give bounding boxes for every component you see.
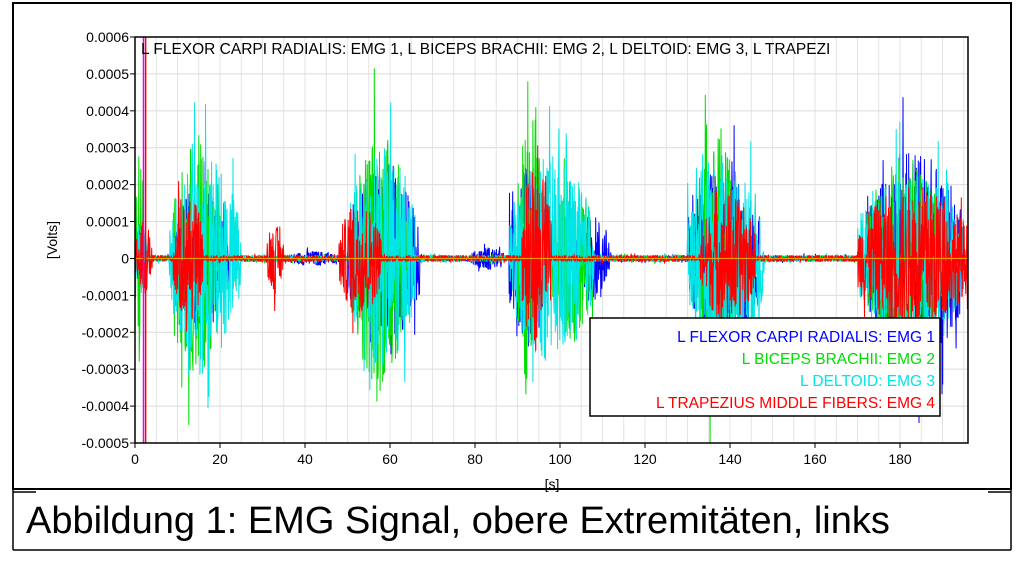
x-axis-label: [s] (545, 476, 560, 492)
y-axis-ticks: 0.0006 0.0005 0.0004 0.0003 0.0002 0.0001 0 -0.… (82, 29, 135, 451)
y-tick-label: 0 (121, 250, 129, 266)
x-tick-label: 80 (467, 451, 483, 467)
x-tick-label: 60 (382, 451, 398, 467)
y-tick-label: -0.0002 (82, 324, 130, 340)
chart-title: L FLEXOR CARPI RADIALIS: EMG 1, L BICEPS… (141, 41, 830, 58)
y-tick-label: 0.0002 (86, 177, 129, 193)
series-line-emg4 (134, 145, 969, 365)
x-tick-label: 160 (803, 451, 827, 467)
y-tick-label: 0.0006 (86, 29, 129, 45)
x-tick-label: 0 (131, 451, 139, 467)
y-axis-label: [Volts] (44, 221, 60, 259)
y-tick-label: -0.0005 (82, 435, 130, 451)
x-axis-ticks: 0 20 40 60 80 100 120 140 160 180 (131, 443, 912, 467)
emg-chart: 0.00060.00050.00040.00030.00020.00010-0.… (44, 29, 969, 492)
legend-box (589, 317, 941, 417)
y-tick-label: -0.0003 (82, 361, 130, 377)
y-tick-label: -0.0001 (82, 287, 130, 303)
x-tick-label: 180 (888, 451, 912, 467)
x-tick-label: 100 (548, 451, 572, 467)
figure-border (12, 2, 1012, 490)
figure-caption: Abbildung 1: EMG Signal, obere Extremitä… (26, 500, 890, 542)
x-tick-label: 140 (718, 451, 742, 467)
legend-entry-emg3: L DELTOID: EMG 3 (800, 373, 935, 390)
y-tick-label: 0.0005 (86, 66, 129, 82)
y-tick-label: 0.0001 (86, 214, 129, 230)
x-tick-label: 120 (633, 451, 657, 467)
cursor-markers (142, 37, 147, 443)
legend-entry-emg4: L TRAPEZIUS MIDDLE FIBERS: EMG 4 (656, 395, 935, 412)
legend-entry-emg1: L FLEXOR CARPI RADIALIS: EMG 1 (677, 329, 935, 346)
signal-traces (134, 68, 969, 444)
x-tick-label: 20 (212, 451, 228, 467)
y-tick-label: 0.0003 (86, 140, 129, 156)
grid-lines (135, 36, 968, 444)
legend: L FLEXOR CARPI RADIALIS: EMG 1 L BICEPS … (589, 317, 941, 417)
plot-area-border (134, 36, 969, 444)
y-tick-label: 0.0004 (86, 103, 129, 119)
x-tick-label: 40 (297, 451, 313, 467)
legend-entry-emg2: L BICEPS BRACHII: EMG 2 (742, 351, 935, 368)
y-tick-label: -0.0004 (82, 398, 130, 414)
